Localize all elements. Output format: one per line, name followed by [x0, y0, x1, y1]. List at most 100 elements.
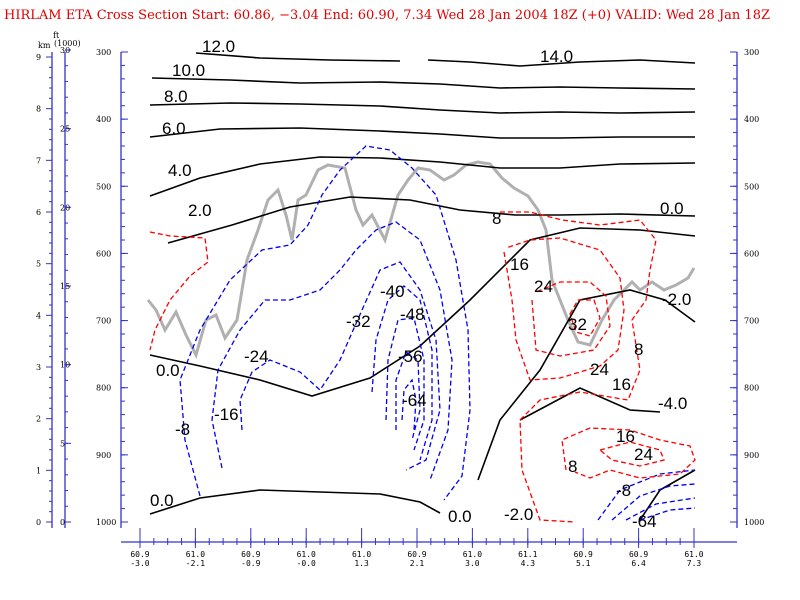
pressure-ticks-left: 300 400 500 600 700 800 900 1000 — [96, 48, 128, 527]
isotherm-14 — [427, 59, 696, 67]
contour-label: -48 — [400, 305, 425, 324]
x-tick-lat: 61.0 — [186, 550, 205, 559]
ft-axis-label-unit: (1000) — [54, 39, 81, 48]
pressure-tick-label-right: 600 — [744, 249, 759, 258]
isotherm-label: -2.0 — [662, 290, 691, 309]
contour-plus16 — [503, 237, 625, 381]
isotherm-label: 12.0 — [202, 37, 235, 56]
contour-minus32 — [371, 285, 433, 461]
pressure-tick-label-left: 800 — [96, 384, 111, 393]
x-tick-lon: 2.1 — [410, 559, 425, 568]
km-tick-label: 5 — [36, 260, 41, 269]
x-tick-lat: 61.0 — [684, 550, 703, 559]
pressure-tick-label-left: 900 — [96, 451, 111, 460]
pressure-tick-label-right: 500 — [744, 182, 759, 191]
contour-low-right-2 — [611, 483, 696, 521]
km-tick-label: 3 — [36, 363, 41, 372]
contour-plus8-main — [500, 211, 657, 523]
pressure-tick-label-left: 700 — [96, 317, 111, 326]
x-tick-lat: 61.1 — [518, 550, 537, 559]
contour-label: -32 — [346, 312, 371, 331]
contour-labels: -40 -32 -48 -24 -56 -64 -16 -8 8 16 24 3… — [175, 209, 657, 531]
x-tick-lon: -0.0 — [297, 559, 316, 568]
isotherm-label: 2.0 — [188, 201, 212, 220]
ft-tick-label: 5 — [60, 439, 65, 448]
km-tick-label: 9 — [36, 53, 41, 62]
contour-low-right-1 — [597, 469, 696, 521]
contour-label: 8 — [634, 340, 643, 359]
isotherm-label: 0.0 — [448, 507, 472, 526]
km-axis-label: km — [38, 41, 51, 50]
isotherm-label: 10.0 — [172, 61, 205, 80]
x-axis-ticks: 60.9-3.061.0-2.160.9-0.961.0-0.061.01.36… — [130, 528, 704, 568]
km-tick-label: 0 — [36, 518, 41, 527]
contour-minus16 — [211, 221, 453, 481]
isotherm-8 — [149, 102, 696, 114]
contour-minus40 — [385, 317, 425, 451]
isotherm-0-low — [149, 489, 441, 515]
contour-minus8 — [179, 145, 471, 501]
contour-plus8-low — [561, 427, 696, 479]
contour-label: -64 — [402, 391, 427, 410]
km-tick-label: 4 — [36, 311, 41, 320]
isotherm-label: 0.0 — [660, 199, 684, 218]
pressure-tick-label-left: 600 — [96, 249, 111, 258]
km-tick-label: 2 — [36, 415, 41, 424]
contour-low-right-3 — [625, 497, 696, 521]
x-tick-lat: 60.9 — [407, 550, 426, 559]
contour-label: 24 — [590, 360, 609, 379]
isotherm-label: 0.0 — [150, 491, 174, 510]
contour-label: 32 — [568, 315, 587, 334]
pressure-tick-label-right: 700 — [744, 317, 759, 326]
negative-contours — [179, 145, 696, 521]
pressure-tick-label-right: 1000 — [744, 518, 764, 527]
isotherm-6 — [149, 127, 695, 139]
x-tick-lat: 60.9 — [241, 550, 260, 559]
contour-label: -8 — [175, 420, 190, 439]
x-tick-lon: 5.1 — [576, 559, 591, 568]
contour-label: 24 — [634, 445, 653, 464]
pressure-tick-label-left: 400 — [96, 115, 111, 124]
km-tick-label: 8 — [36, 105, 41, 114]
grey-curve — [146, 160, 696, 360]
isotherm-minus4 — [519, 387, 661, 421]
contour-label: -24 — [244, 347, 269, 366]
contour-label: 16 — [510, 255, 529, 274]
isotherm-label: 4.0 — [168, 161, 192, 180]
x-tick-lat: 61.0 — [297, 550, 316, 559]
pressure-tick-label-right: 900 — [744, 451, 759, 460]
contour-label: 8 — [568, 457, 577, 476]
contour-minus48 — [395, 350, 421, 441]
pressure-tick-label-left: 1000 — [96, 518, 116, 527]
positive-contours — [149, 211, 696, 523]
contour-plus24 — [531, 281, 611, 357]
x-tick-lon: 6.4 — [631, 559, 646, 568]
pressure-ticks-right: 300 400 500 600 700 800 900 1000 — [730, 48, 764, 527]
km-tick-label: 7 — [36, 156, 41, 165]
x-tick-lon: 1.3 — [354, 559, 369, 568]
contour-label: -16 — [214, 405, 239, 424]
chart-title: HIRLAM ETA Cross Section Start: 60.86, −… — [4, 8, 771, 23]
contour-plus16-low — [598, 441, 665, 467]
km-tick-label: 6 — [36, 208, 41, 217]
contour-label: -8 — [616, 481, 631, 500]
isotherm-label: 8.0 — [164, 87, 188, 106]
ft-tick-label: 0 — [60, 518, 65, 527]
isotherm-12 — [195, 52, 401, 62]
x-tick-lon: -0.9 — [241, 559, 260, 568]
contour-label: 16 — [616, 427, 635, 446]
pressure-tick-label-left: 300 — [96, 48, 111, 57]
isotherm-label: -4.0 — [658, 394, 687, 413]
contour-label: -40 — [380, 282, 405, 301]
isotherms — [149, 52, 696, 521]
contour-label: 24 — [534, 277, 553, 296]
km-tick-label: 1 — [36, 466, 41, 475]
isotherm-labels: 12.0 10.0 8.0 6.0 4.0 2.0 0.0 0.0 0.0 -2… — [150, 37, 691, 526]
contour-label: 16 — [612, 375, 631, 394]
contour-plus32 — [569, 299, 601, 337]
isotherm-label: 6.0 — [162, 119, 186, 138]
x-tick-lon: 3.0 — [465, 559, 480, 568]
x-tick-lon: -2.1 — [186, 559, 205, 568]
